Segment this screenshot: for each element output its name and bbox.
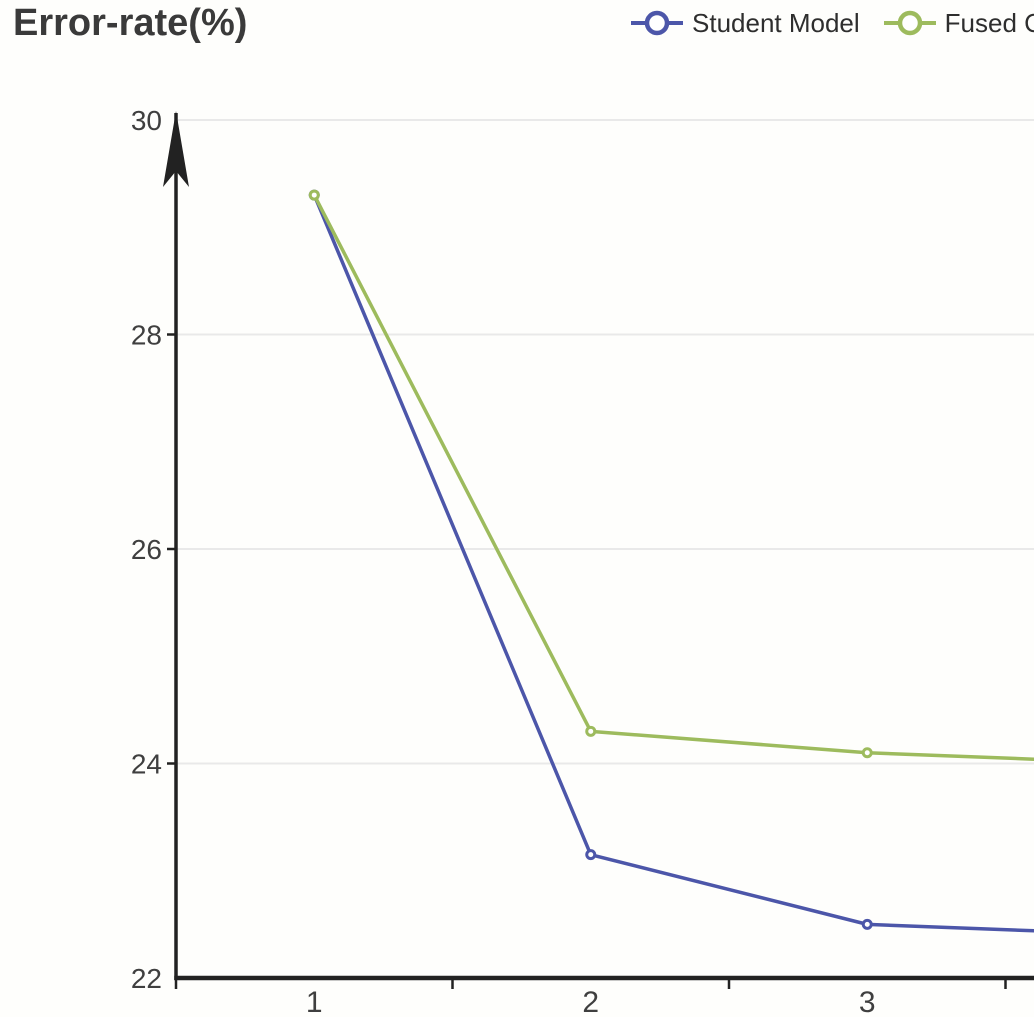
x-tick-label: 1 xyxy=(306,986,323,1017)
legend-label-fused: Fused C xyxy=(944,7,1034,38)
legend-marker-fused-icon xyxy=(883,10,936,36)
data-point-fused-c-3 xyxy=(861,747,873,759)
series-line-fused-c xyxy=(312,193,1034,761)
data-point-student-model-2 xyxy=(585,849,597,861)
y-tick-label: 22 xyxy=(131,963,162,994)
x-tick-label: 2 xyxy=(582,986,599,1017)
y-tick-label: 26 xyxy=(131,534,162,565)
series-line-student-model xyxy=(312,193,1034,933)
y-axis-arrow-icon xyxy=(163,111,189,187)
y-tick-label: 28 xyxy=(131,320,162,351)
y-tick-label: 24 xyxy=(131,749,162,780)
data-point-student-model-3 xyxy=(861,918,873,930)
chart-title: Error-rate(%) xyxy=(13,2,248,44)
legend-item-fused: Fused C xyxy=(883,7,1034,39)
legend-label-student-model: Student Model xyxy=(692,7,860,38)
legend: Student Model Fused C xyxy=(631,0,1034,46)
x-tick-label: 3 xyxy=(859,986,876,1017)
legend-marker-student-model-icon xyxy=(631,10,683,36)
y-tick-label: 30 xyxy=(131,105,162,136)
data-point-fused-c-2 xyxy=(585,725,597,737)
legend-item-student-model: Student Model xyxy=(631,7,860,39)
data-point-fused-c-1 xyxy=(308,189,320,201)
